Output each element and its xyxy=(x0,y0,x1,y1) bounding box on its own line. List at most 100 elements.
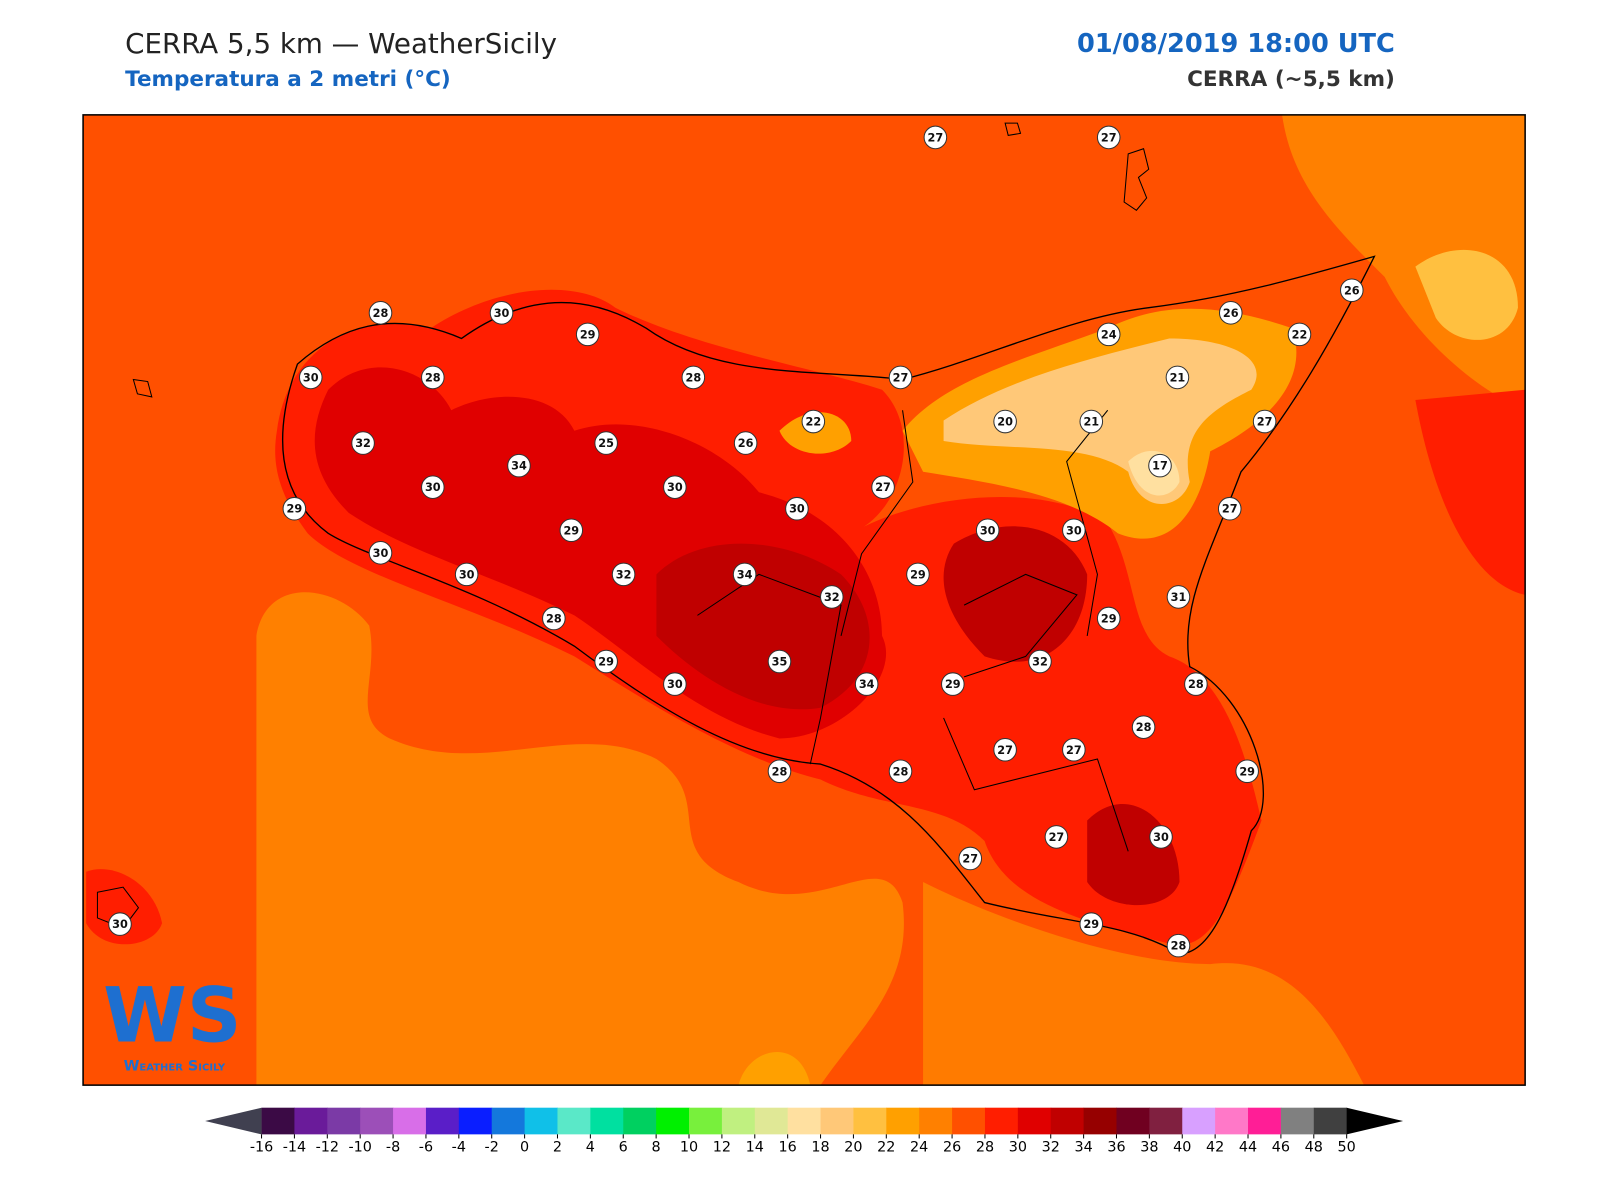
station-marker xyxy=(1062,737,1086,762)
map-frame xyxy=(82,114,1526,1086)
colorbar-tick-label: -10 xyxy=(348,1140,371,1156)
station-value: 30 xyxy=(112,918,128,931)
station-value: 27 xyxy=(893,371,909,384)
station-value: 30 xyxy=(425,481,441,494)
station-value: 22 xyxy=(805,416,821,429)
station-marker xyxy=(1044,825,1069,849)
station-marker xyxy=(1096,606,1121,631)
station-value: 34 xyxy=(859,678,875,691)
stations: 27 27 28 30 29 26 26 24 22 30 28 28 27 21 22 20 21 27 32 25… xyxy=(108,125,1364,958)
station-marker xyxy=(819,585,844,609)
station-marker xyxy=(681,365,706,390)
colorbar-tick-label: 10 xyxy=(680,1140,698,1156)
colorbar-tick-label: 46 xyxy=(1272,1140,1290,1156)
station-value: 21 xyxy=(1170,371,1186,384)
station-marker xyxy=(611,562,636,587)
station-value: 34 xyxy=(511,460,527,473)
station-marker xyxy=(975,518,1000,543)
colorbar-segment xyxy=(1017,1107,1052,1135)
station-value: 29 xyxy=(945,678,961,691)
logo-name: Weather Sicily xyxy=(124,1059,226,1075)
station-value: 30 xyxy=(494,307,510,320)
colorbar-segment xyxy=(458,1107,493,1135)
colorbar-segment xyxy=(754,1107,789,1135)
colorbar-tick-label: 0 xyxy=(520,1140,529,1156)
station-value: 30 xyxy=(667,481,683,494)
colorbar-tick-label: 8 xyxy=(652,1140,661,1156)
station-value: 25 xyxy=(598,437,614,450)
colorbar-segment xyxy=(327,1107,361,1135)
station-value: 20 xyxy=(997,416,1013,429)
colorbar-segment xyxy=(1280,1107,1315,1135)
colorbar-segment xyxy=(524,1107,558,1135)
station-value: 27 xyxy=(962,852,978,865)
station-value: 34 xyxy=(737,568,753,581)
colorbar-segment xyxy=(623,1107,657,1135)
station-marker xyxy=(733,431,758,455)
station-value: 26 xyxy=(1344,284,1360,297)
station-value: 29 xyxy=(287,503,303,516)
station-marker xyxy=(906,562,930,587)
station-value: 30 xyxy=(980,524,996,537)
station-value: 30 xyxy=(789,503,805,516)
colorbar-segment xyxy=(689,1107,723,1135)
station-marker xyxy=(559,518,584,543)
colorbar-segment xyxy=(1215,1107,1249,1135)
station-marker xyxy=(663,475,687,499)
station-marker xyxy=(489,301,514,325)
station-value: 27 xyxy=(997,744,1013,757)
colorbar-tick-label: -6 xyxy=(419,1140,433,1156)
station-value: 32 xyxy=(1032,656,1048,669)
colorbar-tick-label: 44 xyxy=(1239,1140,1257,1156)
colorbar-segment xyxy=(787,1107,822,1135)
colorbar-tick-label: 2 xyxy=(553,1140,562,1156)
colorbar-tick-label: -4 xyxy=(452,1140,466,1156)
colorbar-segment xyxy=(360,1107,394,1135)
station-value: 28 xyxy=(1188,678,1204,691)
colorbar-segment xyxy=(952,1107,986,1135)
colorbar-tick-label: 18 xyxy=(811,1140,829,1156)
station-marker xyxy=(1287,322,1312,347)
colorbar-tick-label: 12 xyxy=(713,1140,731,1156)
station-value: 27 xyxy=(1222,503,1238,516)
colorbar-tick-label: 38 xyxy=(1140,1140,1158,1156)
station-marker xyxy=(594,431,618,455)
colorbar-tick-label: -14 xyxy=(283,1140,306,1156)
station-value: 28 xyxy=(685,371,701,384)
station-value: 29 xyxy=(598,656,614,669)
station-marker xyxy=(958,846,983,871)
station-value: 28 xyxy=(1136,721,1152,734)
colorbar-segment xyxy=(294,1107,328,1135)
station-marker xyxy=(542,606,566,631)
colorbar-segment xyxy=(425,1107,460,1135)
colorbar-segment xyxy=(1116,1107,1150,1135)
station-value: 32 xyxy=(616,568,632,581)
station-marker xyxy=(1166,933,1191,958)
colorbar-tick-label: 24 xyxy=(910,1140,928,1156)
station-marker xyxy=(368,541,393,565)
station-value: 27 xyxy=(1257,416,1273,429)
station-marker xyxy=(1079,409,1104,434)
station-value: 32 xyxy=(824,591,840,604)
station-marker xyxy=(1217,496,1242,521)
station-value: 29 xyxy=(580,328,596,341)
colorbar-tick-label: 26 xyxy=(943,1140,961,1156)
station-value: 30 xyxy=(1066,524,1082,537)
station-value: 30 xyxy=(373,547,389,560)
colorbar-tick-label: 50 xyxy=(1338,1140,1356,1156)
station-marker xyxy=(663,672,687,696)
station-marker xyxy=(732,562,757,587)
map xyxy=(83,114,1526,1086)
station-value: 27 xyxy=(1101,131,1117,144)
station-marker xyxy=(993,737,1017,762)
station-marker xyxy=(1131,715,1156,739)
colorbar-segment xyxy=(1083,1107,1118,1135)
subtitle: Temperatura a 2 metri (°C) xyxy=(125,67,451,92)
station-value: 28 xyxy=(1171,940,1187,953)
colorbar-segment xyxy=(656,1107,690,1135)
colorbar-tick-label: 30 xyxy=(1009,1140,1027,1156)
station-marker xyxy=(1165,365,1190,390)
station-marker xyxy=(1096,125,1121,150)
station-marker xyxy=(785,496,809,521)
